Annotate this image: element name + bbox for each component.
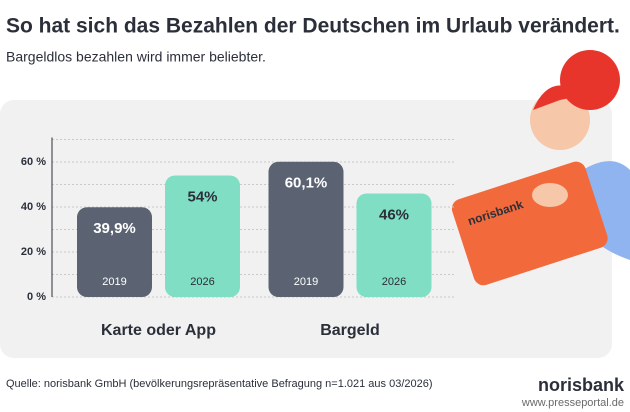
hair-front xyxy=(533,85,585,110)
series-label: 2026 xyxy=(190,276,214,288)
bar xyxy=(356,193,432,297)
y-tick-label: 60 % xyxy=(21,156,46,168)
value-label: 60,1% xyxy=(285,175,328,192)
bar xyxy=(165,175,240,297)
value-label: 39,9% xyxy=(93,220,136,237)
bar xyxy=(268,161,344,297)
y-tick-label: 0 % xyxy=(27,291,46,303)
subtitle: Bargeldlos bezahlen wird immer beliebter… xyxy=(6,49,266,65)
series-label: 2019 xyxy=(102,276,126,288)
x-tick-label: Karte oder App xyxy=(101,322,216,339)
watermark: www.presseportal.de xyxy=(521,397,624,409)
source: Quelle: norisbank GmbH (bevölkerungsrepr… xyxy=(6,378,433,390)
hand xyxy=(532,183,568,207)
card xyxy=(451,161,608,286)
series-label: 2026 xyxy=(382,276,406,288)
logo: norisbank xyxy=(538,375,625,395)
series-label: 2019 xyxy=(294,276,318,288)
y-tick-label: 40 % xyxy=(21,201,46,213)
value-label: 46% xyxy=(379,206,409,223)
chart-title: So hat sich das Bezahlen der Deutschen i… xyxy=(6,15,620,38)
x-tick-label: Bargeld xyxy=(320,322,380,339)
value-label: 54% xyxy=(187,188,217,205)
bar xyxy=(77,207,152,297)
illustration: norisbank xyxy=(451,50,630,286)
y-tick-label: 20 % xyxy=(21,246,46,258)
hair xyxy=(560,50,620,110)
